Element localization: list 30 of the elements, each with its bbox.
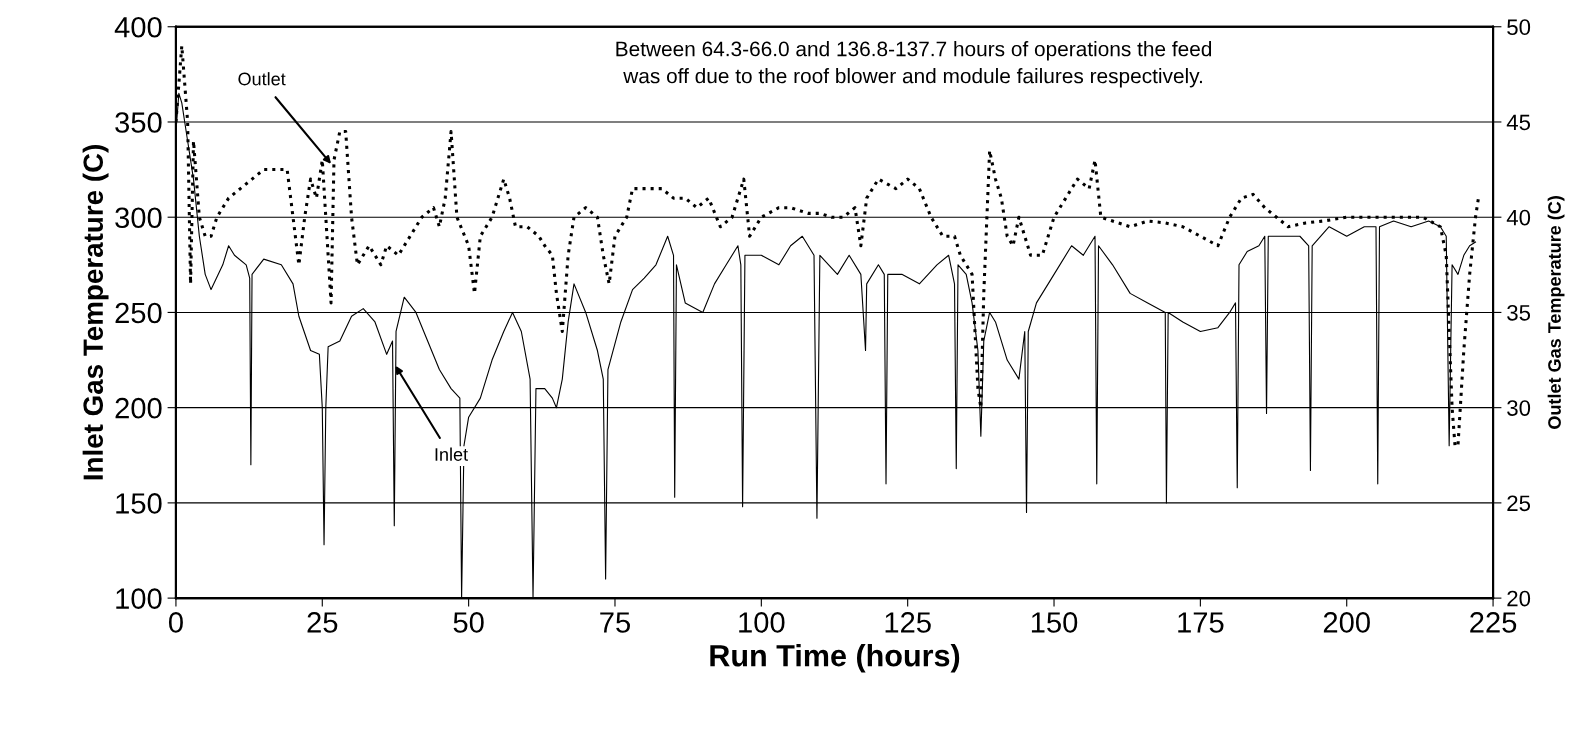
y2-tick-label: 20 — [1507, 590, 1531, 607]
x-tick-label: 25 — [307, 612, 338, 633]
y-tick-label: 350 — [115, 112, 162, 133]
y2-tick-label: 40 — [1506, 209, 1531, 226]
x-tick-label: 225 — [1470, 612, 1517, 633]
y2-axis-title: Outlet Gas Temperature (C) — [1547, 196, 1565, 429]
annotation: Inlet — [435, 447, 468, 461]
x-tick-label: 75 — [600, 612, 630, 633]
y-tick-label: 300 — [115, 207, 162, 229]
y-tick-label: 150 — [116, 493, 162, 514]
annotation: Outlet — [238, 72, 286, 86]
y2-tick-label: 35 — [1507, 304, 1531, 321]
y-tick-label: 200 — [115, 397, 162, 419]
x-tick-label: 150 — [1031, 612, 1078, 633]
x-tick-label: 50 — [453, 612, 484, 633]
x-tick-label: 175 — [1178, 612, 1224, 633]
y-axis-title: Inlet Gas Temperature (C) — [82, 145, 109, 480]
x-tick-label: 100 — [739, 612, 785, 633]
x-tick-label: 200 — [1323, 612, 1370, 633]
y2-tick-label: 30 — [1507, 400, 1531, 416]
y-tick-label: 100 — [116, 588, 162, 609]
x-tick-label: 125 — [885, 612, 931, 633]
y-tick-label: 400 — [114, 16, 162, 38]
y2-tick-label: 45 — [1506, 114, 1531, 131]
x-tick-label: 0 — [168, 612, 183, 633]
annotation: Between 64.3-66.0 and 136.8-137.7 hours of operations the feed was off due to the roof blower and module failures respectively. — [616, 41, 1212, 88]
y2-tick-label: 50 — [1507, 19, 1531, 36]
y-tick-label: 250 — [115, 302, 162, 324]
x-axis-title: Run Time (hours) — [710, 644, 960, 673]
y2-tick-label: 25 — [1507, 495, 1531, 512]
